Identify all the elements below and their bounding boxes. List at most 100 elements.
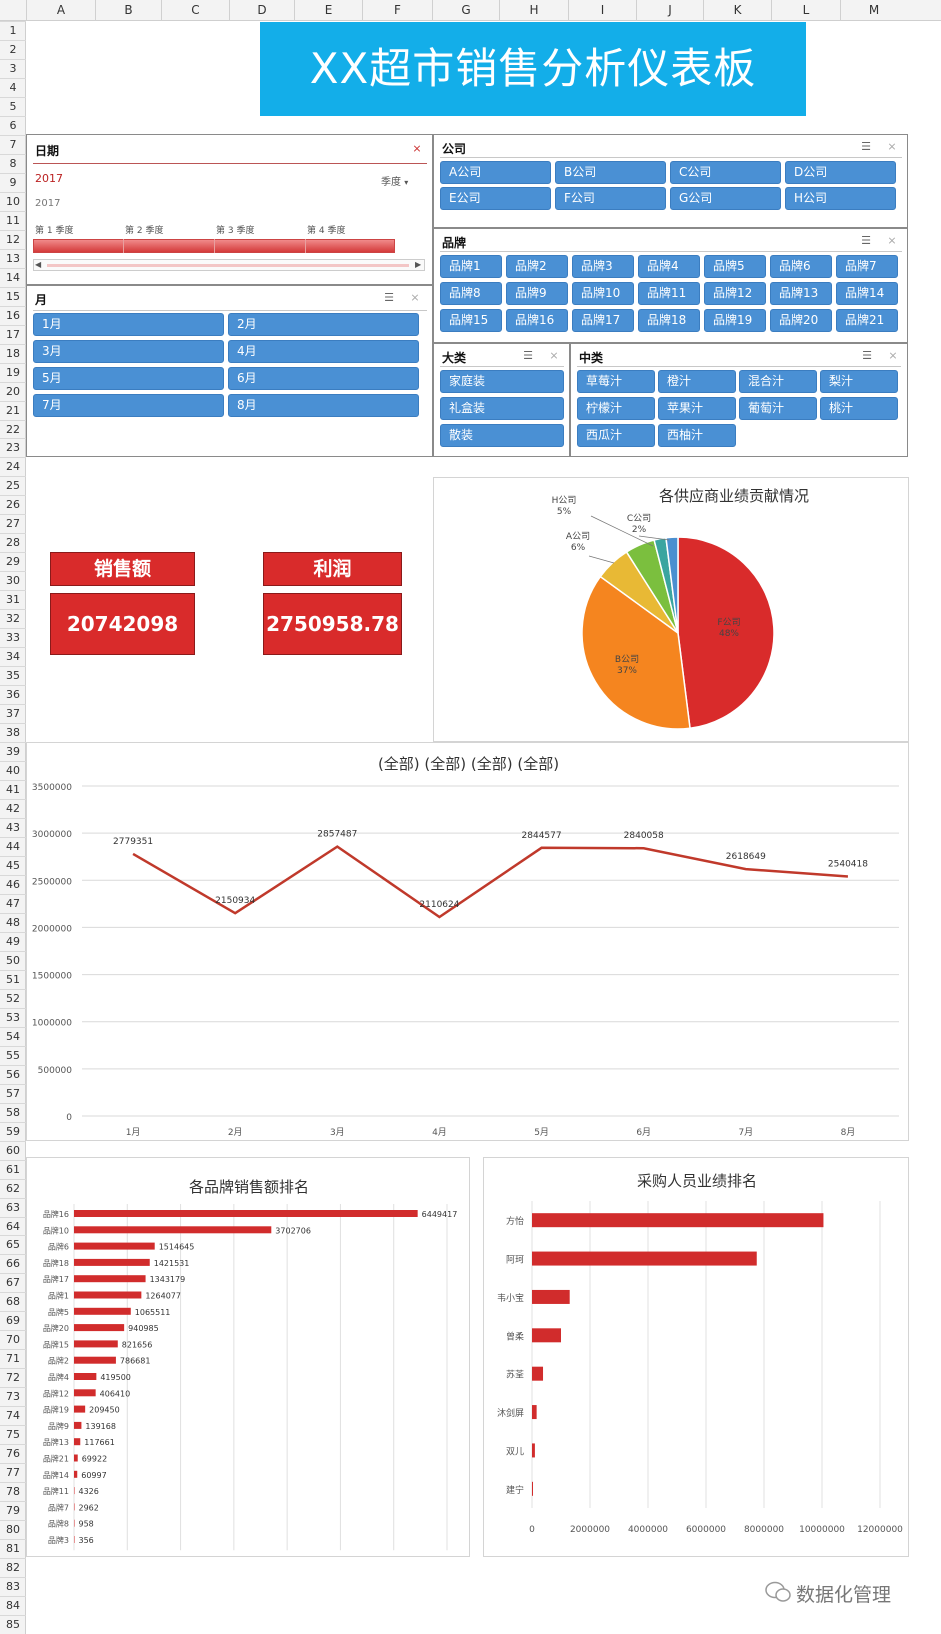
column-header-l[interactable]: L	[771, 0, 840, 21]
row-header-44[interactable]: 44	[0, 836, 26, 856]
row-header-7[interactable]: 7	[0, 134, 26, 154]
brand-button-19[interactable]: 品牌19	[704, 309, 766, 332]
row-header-61[interactable]: 61	[0, 1159, 26, 1179]
row-header-2[interactable]: 2	[0, 39, 26, 59]
row-header-24[interactable]: 24	[0, 457, 26, 476]
brand-button-8[interactable]: 品牌8	[440, 282, 502, 305]
brand-button-17[interactable]: 品牌17	[572, 309, 634, 332]
row-header-45[interactable]: 45	[0, 855, 26, 875]
row-header-29[interactable]: 29	[0, 552, 26, 571]
row-header-38[interactable]: 38	[0, 723, 26, 742]
row-header-37[interactable]: 37	[0, 704, 26, 723]
brand-button-9[interactable]: 品牌9	[506, 282, 568, 305]
row-header-26[interactable]: 26	[0, 495, 26, 514]
row-header-57[interactable]: 57	[0, 1083, 26, 1103]
row-header-79[interactable]: 79	[0, 1501, 26, 1520]
row-header-36[interactable]: 36	[0, 685, 26, 704]
brand-button-14[interactable]: 品牌14	[836, 282, 898, 305]
row-header-83[interactable]: 83	[0, 1577, 26, 1596]
row-header-53[interactable]: 53	[0, 1007, 26, 1027]
row-header-47[interactable]: 47	[0, 893, 26, 913]
brand-button-16[interactable]: 品牌16	[506, 309, 568, 332]
row-header-78[interactable]: 78	[0, 1482, 26, 1501]
row-header-67[interactable]: 67	[0, 1273, 26, 1292]
clear-filter-icon[interactable]: ⨯	[412, 142, 422, 155]
row-header-22[interactable]: 22	[0, 419, 26, 439]
multi-select-icon[interactable]: ☰	[861, 140, 871, 153]
row-header-31[interactable]: 31	[0, 590, 26, 609]
clear-filter-icon[interactable]: ⨯	[410, 291, 420, 304]
row-header-42[interactable]: 42	[0, 799, 26, 818]
row-header-34[interactable]: 34	[0, 647, 26, 666]
row-header-8[interactable]: 8	[0, 153, 26, 173]
subcategory-button-10[interactable]: 西柚汁	[658, 424, 736, 447]
column-header-k[interactable]: K	[703, 0, 771, 21]
row-header-69[interactable]: 69	[0, 1311, 26, 1330]
column-header-i[interactable]: I	[568, 0, 636, 21]
row-header-74[interactable]: 74	[0, 1406, 26, 1425]
row-header-77[interactable]: 77	[0, 1463, 26, 1482]
row-header-19[interactable]: 19	[0, 362, 26, 382]
category-button-3[interactable]: 散装	[440, 424, 564, 447]
row-header-62[interactable]: 62	[0, 1178, 26, 1198]
subcategory-button-5[interactable]: 柠檬汁	[577, 397, 655, 420]
row-header-60[interactable]: 60	[0, 1140, 26, 1160]
row-header-3[interactable]: 3	[0, 58, 26, 78]
row-header-17[interactable]: 17	[0, 324, 26, 344]
row-header-58[interactable]: 58	[0, 1102, 26, 1122]
clear-filter-icon[interactable]: ⨯	[888, 349, 898, 362]
month-button-6[interactable]: 6月	[228, 367, 419, 390]
month-button-4[interactable]: 4月	[228, 340, 419, 363]
time-level-selector[interactable]: 季度 ▾	[381, 173, 408, 188]
row-header-71[interactable]: 71	[0, 1349, 26, 1368]
brand-button-20[interactable]: 品牌20	[770, 309, 832, 332]
row-header-64[interactable]: 64	[0, 1216, 26, 1236]
category-button-2[interactable]: 礼盒装	[440, 397, 564, 420]
row-header-54[interactable]: 54	[0, 1026, 26, 1046]
brand-button-11[interactable]: 品牌11	[638, 282, 700, 305]
row-header-49[interactable]: 49	[0, 931, 26, 951]
row-header-51[interactable]: 51	[0, 969, 26, 989]
company-button-8[interactable]: H公司	[785, 187, 896, 210]
row-header-59[interactable]: 59	[0, 1121, 26, 1141]
subcategory-button-6[interactable]: 苹果汁	[658, 397, 736, 420]
scroll-right-icon[interactable]: ▶	[415, 260, 422, 269]
row-header-73[interactable]: 73	[0, 1387, 26, 1406]
row-header-56[interactable]: 56	[0, 1064, 26, 1084]
row-header-75[interactable]: 75	[0, 1425, 26, 1444]
row-header-25[interactable]: 25	[0, 476, 26, 495]
subcategory-button-7[interactable]: 葡萄汁	[739, 397, 817, 420]
row-header-70[interactable]: 70	[0, 1330, 26, 1349]
column-header-j[interactable]: J	[636, 0, 703, 21]
row-header-46[interactable]: 46	[0, 874, 26, 894]
row-header-40[interactable]: 40	[0, 761, 26, 780]
row-header-32[interactable]: 32	[0, 609, 26, 628]
row-header-23[interactable]: 23	[0, 438, 26, 457]
row-header-39[interactable]: 39	[0, 742, 26, 761]
row-header-27[interactable]: 27	[0, 514, 26, 533]
clear-filter-icon[interactable]: ⨯	[549, 349, 559, 362]
row-header-28[interactable]: 28	[0, 533, 26, 552]
row-header-63[interactable]: 63	[0, 1197, 26, 1217]
row-header-66[interactable]: 66	[0, 1254, 26, 1273]
scroll-left-icon[interactable]: ◀	[35, 260, 42, 269]
row-header-81[interactable]: 81	[0, 1539, 26, 1558]
brand-button-18[interactable]: 品牌18	[638, 309, 700, 332]
company-button-5[interactable]: E公司	[440, 187, 551, 210]
month-button-3[interactable]: 3月	[33, 340, 224, 363]
category-button-1[interactable]: 家庭装	[440, 370, 564, 393]
column-header-h[interactable]: H	[499, 0, 568, 21]
brand-button-15[interactable]: 品牌15	[440, 309, 502, 332]
row-header-41[interactable]: 41	[0, 780, 26, 799]
brand-button-3[interactable]: 品牌3	[572, 255, 634, 278]
month-button-7[interactable]: 7月	[33, 394, 224, 417]
brand-button-13[interactable]: 品牌13	[770, 282, 832, 305]
company-button-1[interactable]: A公司	[440, 161, 551, 184]
row-header-6[interactable]: 6	[0, 115, 26, 135]
company-button-7[interactable]: G公司	[670, 187, 781, 210]
row-header-72[interactable]: 72	[0, 1368, 26, 1387]
column-header-b[interactable]: B	[95, 0, 161, 21]
row-header-76[interactable]: 76	[0, 1444, 26, 1463]
brand-button-10[interactable]: 品牌10	[572, 282, 634, 305]
column-header-c[interactable]: C	[161, 0, 229, 21]
